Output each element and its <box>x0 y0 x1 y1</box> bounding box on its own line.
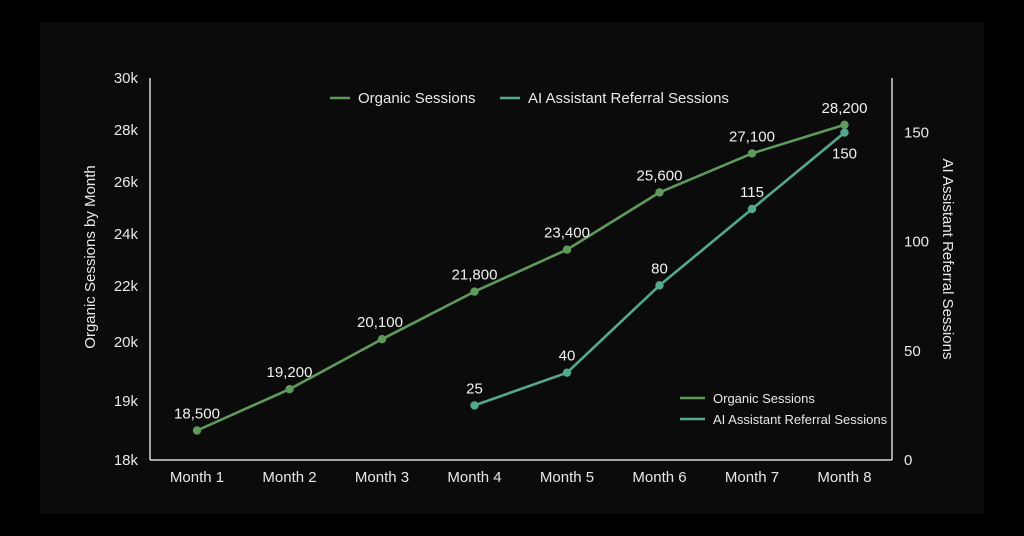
legend-label: AI Assistant Referral Sessions <box>713 412 888 427</box>
y2-tick-label: 100 <box>904 234 929 251</box>
data-point <box>840 128 849 137</box>
data-label: 23,400 <box>544 225 590 242</box>
legend-top: Organic Sessions AI Assistant Referral Se… <box>330 90 729 107</box>
data-point <box>562 368 572 377</box>
legend-label: Organic Sessions <box>713 391 815 406</box>
data-label: 21,800 <box>452 267 498 284</box>
legend-label: Organic Sessions <box>358 90 476 107</box>
y-tick-label: 19k <box>114 393 139 410</box>
data-point <box>747 204 757 214</box>
x-tick-label: Month 4 <box>447 469 501 486</box>
y-tick-label: 26k <box>114 174 139 191</box>
tick-labels: 18k 19k 20k 22k 24k 26k 28k 30k 0 50 100 150 Month 1… <box>114 70 929 486</box>
y2-tick-label: 0 <box>904 452 912 469</box>
data-point <box>192 426 202 435</box>
data-label: 150 <box>832 146 857 163</box>
y-tick-label: 30k <box>114 70 139 87</box>
y-tick-label: 18k <box>114 452 139 469</box>
data-point <box>655 188 664 197</box>
series-lines <box>195 123 846 432</box>
x-tick-label: Month 5 <box>540 469 594 486</box>
data-point <box>377 335 387 344</box>
series-line-1 <box>195 123 846 432</box>
data-point <box>655 281 664 290</box>
data-label: 80 <box>651 260 668 277</box>
data-point <box>285 385 294 394</box>
x-tick-label: Month 2 <box>262 469 316 486</box>
data-point <box>470 401 479 410</box>
y-tick-label: 24k <box>114 226 139 243</box>
data-label: 27,100 <box>729 128 775 145</box>
x-tick-label: Month 7 <box>725 469 779 486</box>
y-tick-label: 22k <box>114 278 139 295</box>
data-label: 20,100 <box>357 314 403 331</box>
y2-tick-label: 150 <box>904 125 929 142</box>
data-point <box>470 287 479 296</box>
data-label: 18,500 <box>174 406 220 423</box>
data-point <box>840 120 849 129</box>
x-tick-label: Month 1 <box>170 469 224 486</box>
legend-label: AI Assistant Referral Sessions <box>528 90 729 107</box>
x-tick-label: Month 8 <box>817 469 871 486</box>
data-points <box>192 120 849 435</box>
x-tick-label: Month 6 <box>632 469 686 486</box>
data-label: 115 <box>740 184 764 201</box>
y-axis-title: Organic Sessions by Month <box>82 165 99 348</box>
axis-titles: Organic Sessions by Month AI Assistant Re… <box>82 159 956 360</box>
data-label: 25 <box>466 380 483 397</box>
legend-bottom: Organic Sessions AI Assistant Referral Se… <box>680 391 888 427</box>
x-tick-label: Month 3 <box>355 469 409 486</box>
y-tick-label: 20k <box>114 334 139 351</box>
y-tick-label: 28k <box>114 122 139 139</box>
data-label: 40 <box>559 348 576 365</box>
axes <box>149 78 893 461</box>
y2-tick-label: 50 <box>904 343 921 360</box>
data-label: 25,600 <box>637 167 683 184</box>
data-label: 19,200 <box>267 364 313 381</box>
y2-axis-title: AI Assistant Referral Sessions <box>939 159 956 360</box>
data-labels: 18,500 19,200 20,100 21,800 23,400 25,600 27,1… <box>174 100 867 423</box>
data-point <box>562 245 572 254</box>
data-point <box>747 149 757 158</box>
data-label: 28,200 <box>822 100 868 117</box>
